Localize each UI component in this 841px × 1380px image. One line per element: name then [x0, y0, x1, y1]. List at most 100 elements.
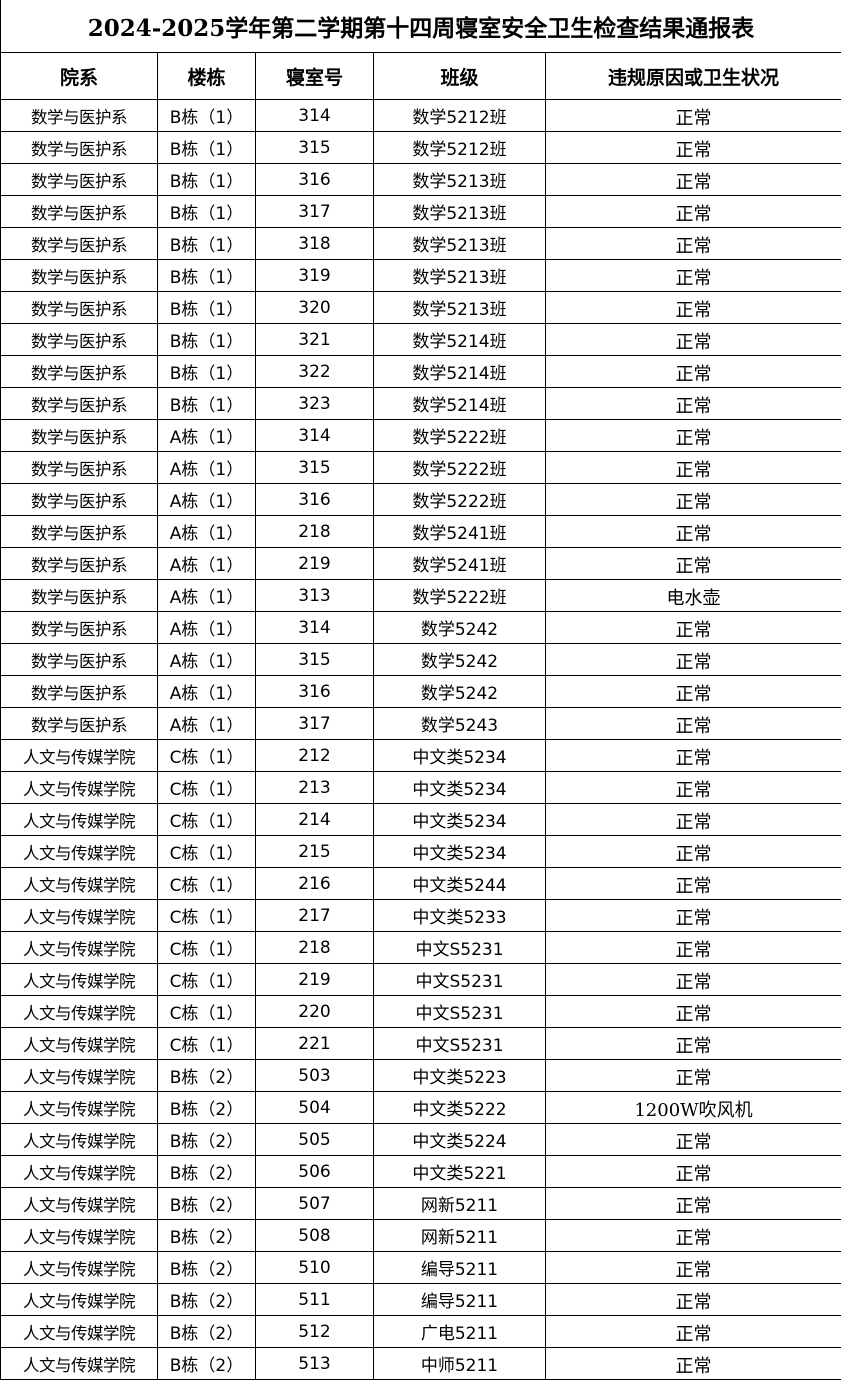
table-cell: 数学5214班: [374, 356, 546, 388]
table-cell: 数学与医护系: [1, 548, 158, 580]
table-cell: 人文与传媒学院: [1, 1060, 158, 1092]
table-cell: 数学5213班: [374, 164, 546, 196]
table-cell: 中文S5231: [374, 932, 546, 964]
table-cell: 数学与医护系: [1, 324, 158, 356]
table-cell: 314: [256, 420, 374, 452]
table-cell: C栋（1）: [158, 900, 256, 932]
table-cell: 广电5211: [374, 1316, 546, 1348]
table-cell: 316: [256, 484, 374, 516]
table-cell: 507: [256, 1188, 374, 1220]
table-cell: A栋（1）: [158, 484, 256, 516]
table-cell: B栋（2）: [158, 1252, 256, 1284]
table-cell: 数学5213班: [374, 260, 546, 292]
table-cell: 正常: [546, 1060, 841, 1092]
table-cell: A栋（1）: [158, 708, 256, 740]
table-cell: 数学与医护系: [1, 164, 158, 196]
table-cell: 人文与传媒学院: [1, 1284, 158, 1316]
table-cell: 人文与传媒学院: [1, 836, 158, 868]
table-cell: 221: [256, 1028, 374, 1060]
table-cell: C栋（1）: [158, 964, 256, 996]
table-cell: 正常: [546, 1124, 841, 1156]
table-cell: 数学5213班: [374, 292, 546, 324]
table-cell: 数学5241班: [374, 548, 546, 580]
table-cell: 网新5211: [374, 1220, 546, 1252]
table-cell: 正常: [546, 292, 841, 324]
table-cell: 214: [256, 804, 374, 836]
table-cell: 数学5242: [374, 644, 546, 676]
table-cell: 人文与传媒学院: [1, 1252, 158, 1284]
table-cell: A栋（1）: [158, 644, 256, 676]
table-cell: 1200W吹风机: [546, 1092, 841, 1124]
table-cell: 人文与传媒学院: [1, 900, 158, 932]
table-cell: 数学5214班: [374, 388, 546, 420]
table-cell: 正常: [546, 324, 841, 356]
table-cell: 正常: [546, 1156, 841, 1188]
table-cell: 314: [256, 612, 374, 644]
table-cell: 正常: [546, 932, 841, 964]
table-cell: 数学与医护系: [1, 388, 158, 420]
table-cell: 中文类5234: [374, 804, 546, 836]
page: 2024-2025学年第二学期第十四周寝室安全卫生检查结果通报表 院系楼栋寝室号…: [0, 0, 841, 1260]
table-cell: B栋（1）: [158, 196, 256, 228]
table-cell: 正常: [546, 1220, 841, 1252]
table-cell: 电水壶: [546, 580, 841, 612]
table-cell: 正常: [546, 548, 841, 580]
table-cell: 人文与传媒学院: [1, 932, 158, 964]
table-cell: 318: [256, 228, 374, 260]
table-cell: C栋（1）: [158, 868, 256, 900]
table-cell: B栋（2）: [158, 1284, 256, 1316]
table-cell: 314: [256, 100, 374, 132]
table-cell: B栋（1）: [158, 292, 256, 324]
table-cell: 正常: [546, 740, 841, 772]
table-cell: B栋（1）: [158, 164, 256, 196]
table-cell: 正常: [546, 772, 841, 804]
table-cell: C栋（1）: [158, 772, 256, 804]
table-cell: 正常: [546, 1316, 841, 1348]
table-cell: 数学5222班: [374, 484, 546, 516]
table-cell: 216: [256, 868, 374, 900]
table-cell: 数学5242: [374, 612, 546, 644]
header-cell: 违规原因或卫生状况: [546, 53, 841, 100]
table-cell: 数学与医护系: [1, 516, 158, 548]
table-cell: 正常: [546, 388, 841, 420]
table-cell: 504: [256, 1092, 374, 1124]
table-cell: 中文类5234: [374, 836, 546, 868]
table-cell: 数学与医护系: [1, 708, 158, 740]
table-cell: 中文类5221: [374, 1156, 546, 1188]
table-cell: 505: [256, 1124, 374, 1156]
table-cell: C栋（1）: [158, 996, 256, 1028]
table-cell: A栋（1）: [158, 516, 256, 548]
table-cell: 315: [256, 132, 374, 164]
table-cell: A栋（1）: [158, 580, 256, 612]
table-cell: 中文S5231: [374, 996, 546, 1028]
table-cell: 数学与医护系: [1, 420, 158, 452]
table-cell: C栋（1）: [158, 1028, 256, 1060]
table-cell: 数学5222班: [374, 580, 546, 612]
table-cell: 215: [256, 836, 374, 868]
table-cell: 正常: [546, 804, 841, 836]
table-cell: 218: [256, 516, 374, 548]
table-cell: 正常: [546, 132, 841, 164]
table-cell: 正常: [546, 196, 841, 228]
table-cell: 中文类5244: [374, 868, 546, 900]
table-cell: 人文与传媒学院: [1, 868, 158, 900]
table-cell: 316: [256, 164, 374, 196]
table-cell: 数学5213班: [374, 228, 546, 260]
table-cell: 中文S5231: [374, 1028, 546, 1060]
